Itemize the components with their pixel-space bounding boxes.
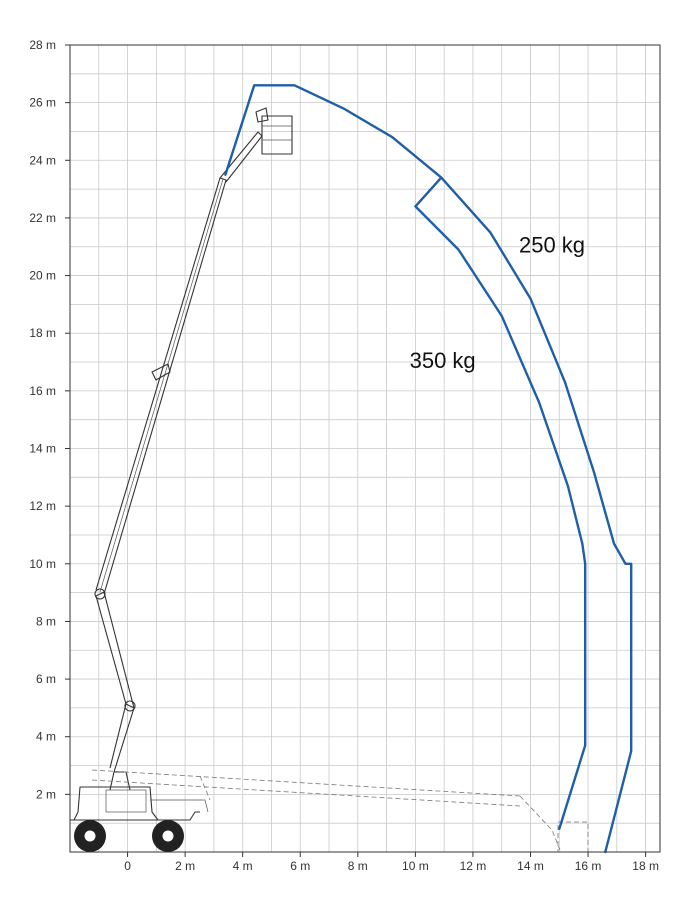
y-tick-label: 28 m (29, 38, 56, 52)
x-tick-label: 8 m (348, 859, 368, 873)
envelope-250-kg-label: 250 kg (519, 233, 585, 258)
axis-layer: 0 2 m 4 m 6 m 8 m 10 m 12 m 14 m 16 m 18 m 2 m 4 m 6… (29, 38, 661, 873)
x-tick-label: 10 m (402, 859, 429, 873)
y-tick-label: 6 m (36, 672, 56, 686)
x-tick-label: 0 (124, 859, 131, 873)
grid-layer (69, 45, 660, 852)
y-tick-label: 24 m (29, 153, 56, 167)
y-tick-label: 16 m (29, 384, 56, 398)
aerial-platform-illustration (70, 107, 589, 853)
x-tick-label: 12 m (460, 859, 487, 873)
x-tick-label: 14 m (517, 859, 544, 873)
y-tick-label: 2 m (36, 787, 56, 801)
x-tick-label: 6 m (290, 859, 310, 873)
y-tick-label: 10 m (29, 557, 56, 571)
y-tick-label: 8 m (36, 614, 56, 628)
envelope-250-kg-line (224, 84, 633, 854)
y-tick-label: 18 m (29, 326, 56, 340)
x-tick-label: 18 m (632, 859, 659, 873)
envelope-350-kg-label: 350 kg (410, 348, 476, 373)
x-tick-label: 2 m (175, 859, 195, 873)
y-tick-label: 12 m (29, 499, 56, 513)
series-layer: 250 kg 350 kg (224, 84, 633, 854)
y-tick-label: 22 m (29, 211, 56, 225)
x-tick-label: 4 m (233, 859, 253, 873)
envelope-350-kg-line (414, 176, 587, 831)
y-tick-label: 14 m (29, 442, 56, 456)
x-tick-label: 16 m (575, 859, 602, 873)
y-tick-label: 20 m (29, 269, 56, 283)
y-tick-label: 26 m (29, 96, 56, 110)
y-tick-label: 4 m (36, 730, 56, 744)
